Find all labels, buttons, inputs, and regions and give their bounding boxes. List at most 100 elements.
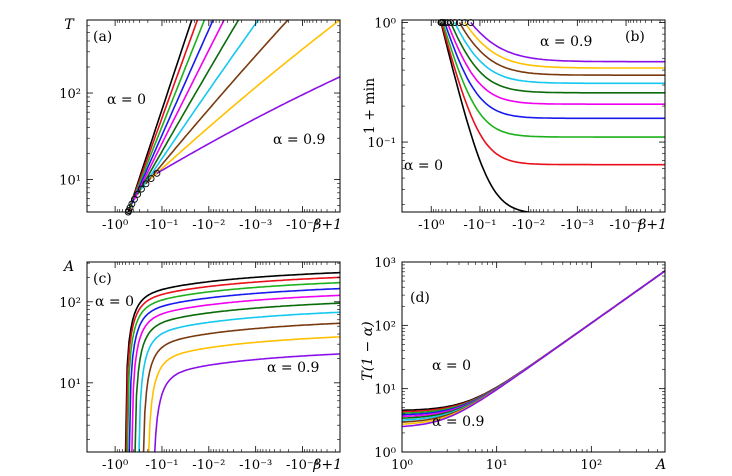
x-tick-label: -10⁰ [102, 458, 128, 473]
x-tick-label: -10⁻⁴ [286, 458, 319, 473]
series-line [402, 270, 665, 412]
y-axis-label: 1 + min [362, 78, 378, 134]
x-tick-label: -10⁰ [418, 218, 444, 233]
series-line [402, 270, 665, 419]
annotation-alpha-0.9: α = 0.9 [540, 34, 592, 50]
plot-frame [401, 261, 666, 453]
series-line [470, 21, 665, 63]
x-tick-label: 10⁰ [391, 458, 413, 473]
series-line [440, 22, 665, 166]
curves [402, 270, 665, 428]
panel-b: -10⁰ -10⁻¹ -10⁻² -10⁻³ -10⁻⁴ 10⁻¹ 10⁰ 1 + min β+… [362, 17, 667, 233]
series-line [131, 294, 340, 452]
x-tick-label: 10² [580, 458, 602, 473]
series-line [127, 20, 193, 212]
panel-c: -10⁰ -10⁻¹ -10⁻² -10⁻³ -10⁻⁴ 10¹ 10² Aβ+1 (c) α =… [59, 259, 342, 473]
curves [127, 20, 340, 212]
x-tick-label: -10⁻² [512, 218, 545, 233]
series-line [150, 20, 340, 180]
annotation-alpha-0: α = 0 [404, 158, 443, 174]
series-line [458, 22, 665, 76]
x-tick-label: -10⁻² [192, 218, 225, 233]
series-line [402, 270, 665, 416]
series-line [138, 311, 340, 452]
series-line [402, 270, 665, 414]
series-line [402, 270, 665, 423]
panel-label: (c) [93, 271, 112, 287]
x-tick-label: -10⁻⁴ [286, 218, 319, 233]
x-tick-label: -10⁻¹ [145, 218, 178, 233]
panel-a: -10⁰ -10⁻¹ -10⁻² -10⁻³ -10⁻⁴ 10¹ 10² Tβ+1 (a) α =… [59, 17, 342, 233]
series-line [153, 353, 340, 452]
series-line [446, 22, 665, 105]
annotation-alpha-0: α = 0 [107, 92, 146, 108]
start-marker [130, 195, 138, 203]
curves [124, 271, 340, 452]
series-line [131, 20, 214, 205]
curves [440, 21, 665, 212]
series-line [156, 76, 340, 175]
series-line [402, 270, 665, 428]
series-line [440, 22, 535, 212]
annotation-alpha-0.9: α = 0.9 [432, 414, 484, 430]
series-line [147, 336, 340, 452]
y-tick-label: 10³ [374, 256, 396, 271]
start-marker [142, 180, 150, 188]
x-axis-label: β+1 [312, 217, 342, 233]
panel-label: (b) [625, 29, 645, 45]
y-tick-label: 10² [59, 296, 81, 311]
annotation-alpha-0: α = 0 [95, 294, 134, 310]
series-line [133, 20, 225, 200]
series-line [444, 22, 665, 120]
x-axis-label: A [654, 457, 666, 473]
series-line [442, 22, 665, 138]
plot-frame [401, 19, 666, 213]
annotation-alpha-0.9: α = 0.9 [273, 132, 325, 148]
start-marker [134, 190, 142, 198]
panel-d: 10⁰ 10¹ 10² 10⁰ 10¹ 10² 10³ T(1 − α) A (d) α = 0 α … [360, 256, 666, 473]
y-tick-label: 10² [374, 319, 396, 334]
series-line [136, 20, 240, 195]
x-tick-label: -10⁰ [102, 218, 128, 233]
y-tick-label: 10¹ [374, 383, 396, 398]
y-tick-label: 10¹ [59, 377, 81, 392]
annotation-alpha-0.9: α = 0.9 [267, 360, 319, 376]
series-line [128, 20, 199, 211]
x-tick-label: -10⁻³ [561, 218, 594, 233]
panel-label: (d) [410, 290, 430, 306]
x-axis-label: β+1 [637, 217, 667, 233]
series-line [126, 281, 340, 452]
panel-label: (a) [93, 29, 112, 45]
y-tick-label: 10¹ [59, 173, 81, 188]
x-tick-label: -10⁻² [192, 458, 225, 473]
start-marker [126, 204, 134, 212]
series-line [449, 22, 665, 94]
series-line [145, 20, 289, 185]
start-marker [147, 175, 155, 182]
y-axis-label: T [64, 17, 75, 33]
y-tick-label: 10⁰ [374, 17, 396, 32]
series-line [128, 287, 340, 452]
y-tick-label: 10² [59, 87, 81, 102]
x-tick-label: 10¹ [486, 458, 508, 473]
series-line [402, 270, 665, 418]
series-line [453, 22, 665, 85]
series-line [125, 276, 340, 452]
series-line [134, 302, 340, 452]
series-line [124, 271, 340, 452]
x-tick-label: -10⁻¹ [145, 458, 178, 473]
start-marker [137, 185, 145, 193]
y-tick-label: 10⁻¹ [367, 136, 396, 151]
y-axis-label: A [62, 259, 74, 275]
series-line [140, 20, 260, 190]
x-tick-label: -10⁻³ [239, 458, 272, 473]
series-line [129, 20, 206, 208]
start-marker [153, 169, 161, 177]
series-line [402, 270, 665, 413]
series-line [402, 270, 665, 421]
x-tick-label: -10⁻³ [239, 218, 272, 233]
x-tick-label: -10⁻¹ [463, 218, 496, 233]
y-tick-label: 10⁰ [374, 446, 396, 461]
y-axis-label: T(1 − α) [360, 321, 376, 380]
